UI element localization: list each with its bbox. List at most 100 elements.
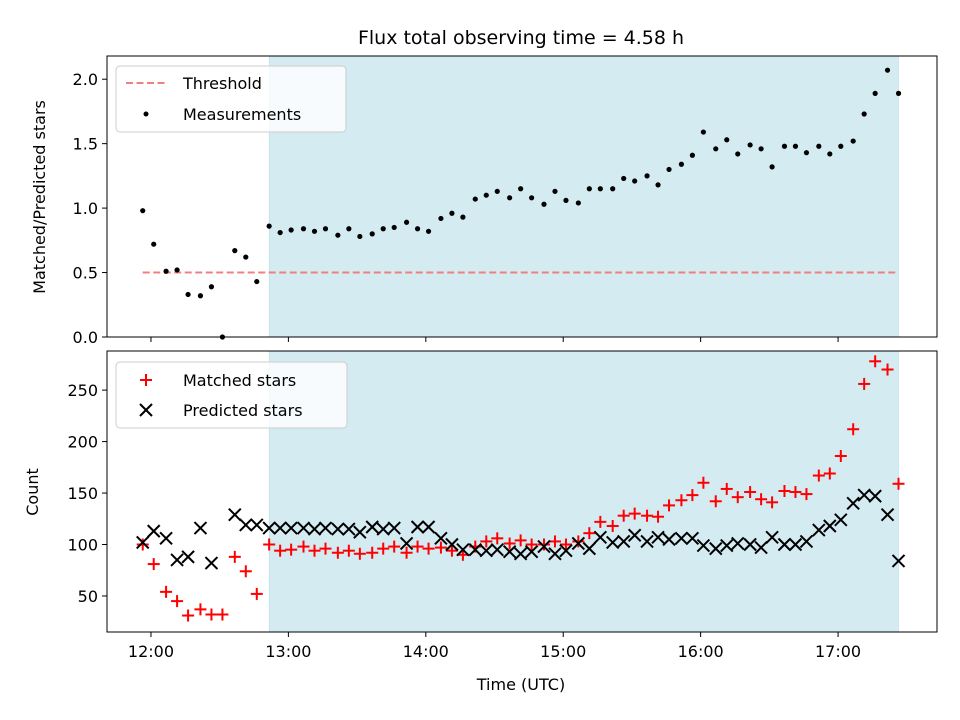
measurement-point	[747, 142, 753, 148]
y-tick-label: 0.5	[73, 264, 98, 283]
matched-star-point	[171, 595, 184, 608]
predicted-star-point	[296, 521, 311, 535]
matched-star-point	[697, 476, 710, 489]
measurement-point	[575, 200, 581, 206]
counts-panel: 12:00 13:00 14:00 15:00 16:00 17:00 50 100 150 20…	[23, 350, 938, 694]
matched-star-point	[422, 542, 435, 555]
measurement-point	[174, 267, 180, 273]
matched-star-point	[342, 544, 355, 557]
matched-star-point	[583, 527, 596, 540]
x-tick-label: 16:00	[678, 642, 724, 661]
predicted-star-point	[891, 554, 906, 568]
predicted-star-point	[284, 521, 298, 535]
measurement-point	[838, 143, 844, 149]
matched-star-point	[812, 469, 825, 482]
predicted-star-point	[479, 543, 493, 558]
measurement-point	[438, 215, 444, 222]
measurement-point	[758, 146, 764, 152]
measurement-point	[277, 229, 283, 236]
matched-star-point	[823, 467, 836, 480]
predicted-star-point	[571, 536, 586, 551]
matched-star-point	[445, 544, 458, 557]
predicted-star-point	[788, 537, 803, 552]
ratio-legend: Threshold Measurements	[115, 65, 347, 133]
y-tick-label: 100	[67, 536, 98, 555]
measurement-point	[449, 210, 455, 216]
predicted-star-point	[250, 518, 264, 532]
measurement-point	[529, 195, 535, 201]
measurement-point	[735, 151, 741, 157]
measurement-point	[769, 164, 775, 170]
measurement-point	[563, 197, 569, 203]
matched-star-point	[652, 510, 665, 523]
predicted-star-point	[662, 532, 676, 547]
measurement-point	[781, 143, 788, 149]
matched-star-point	[250, 587, 263, 600]
counts-axis-ticks: 12:00 13:00 14:00 15:00 16:00 17:00 50 100 150 20…	[67, 381, 861, 661]
matched-star-point	[411, 540, 424, 553]
predicted-star-point	[353, 525, 367, 539]
matched-star-point	[628, 507, 641, 520]
measurement-point	[884, 67, 891, 73]
matched-star-point	[594, 515, 607, 528]
predicted-star-point	[857, 488, 871, 502]
predicted-star-point	[834, 513, 848, 527]
measurement-point	[850, 138, 856, 144]
predicted-star-point	[651, 530, 665, 545]
matched-star-point	[617, 509, 630, 522]
matched-star-point	[297, 540, 310, 553]
matched-star-point	[136, 538, 149, 551]
predicted-star-point	[812, 523, 826, 537]
matched-star-point	[720, 482, 733, 495]
matched-star-point	[789, 486, 802, 499]
y-tick-label: 0.0	[73, 328, 98, 347]
predicted-star-point	[159, 531, 173, 546]
matched-star-point	[525, 538, 538, 551]
matched-star-point	[537, 538, 550, 551]
predicted-star-point	[823, 519, 837, 533]
predicted-star-point	[537, 539, 551, 554]
matched-star-point	[480, 535, 493, 548]
measurement-point	[391, 224, 397, 231]
counts-y-axis-label: Count	[23, 468, 42, 516]
matched-star-point	[274, 544, 287, 557]
observing-window-shade	[268, 350, 899, 633]
predicted-star-point	[318, 521, 333, 535]
y-tick-label: 200	[67, 433, 98, 452]
matched-star-point	[503, 537, 516, 550]
predicted-star-point	[709, 541, 723, 556]
matched-star-point	[834, 449, 847, 462]
legend-predicted-swatch	[139, 403, 153, 417]
predicted-star-point	[720, 538, 734, 553]
matched-star-point	[216, 608, 229, 621]
measurement-point	[518, 186, 524, 192]
y-tick-label: 1.0	[73, 199, 98, 218]
measurement-point	[335, 232, 341, 238]
matched-star-point	[147, 558, 160, 571]
measurement-point	[472, 196, 478, 202]
matched-star-point	[572, 535, 585, 548]
legend-matched-swatch	[140, 374, 152, 386]
measurement-point	[254, 278, 260, 285]
matched-star-point	[559, 538, 572, 551]
measurement-point	[803, 150, 810, 156]
matched-star-point	[731, 491, 744, 504]
measurement-point	[827, 151, 833, 157]
predicted-star-point	[524, 545, 539, 559]
matched-star-point	[778, 484, 791, 497]
predicted-star-point	[445, 537, 459, 552]
x-tick-label: 15:00	[540, 642, 586, 661]
measurement-point	[507, 195, 513, 201]
predicted-star-point	[468, 542, 482, 557]
measurement-point	[483, 192, 489, 198]
predicted-star-point	[559, 543, 573, 558]
matched-star-point	[606, 519, 619, 532]
measurement-point	[243, 254, 249, 260]
predicted-star-point	[273, 521, 287, 535]
matched-star-point	[869, 355, 882, 368]
matched-star-point	[194, 603, 207, 616]
matched-star-point	[263, 538, 276, 551]
matched-star-point	[228, 550, 241, 563]
observing-window-shade	[268, 55, 899, 338]
measurement-point	[541, 201, 547, 207]
